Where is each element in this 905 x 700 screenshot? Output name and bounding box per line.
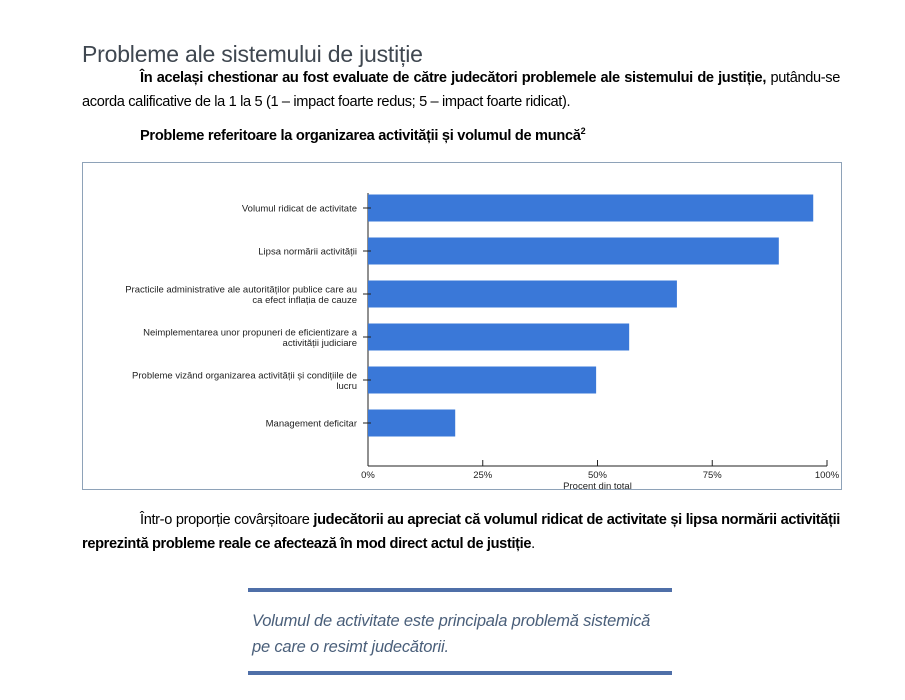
- chart-title-text: Probleme referitoare la organizarea acti…: [140, 127, 581, 144]
- x-tick-label: 0%: [361, 470, 375, 481]
- chart-svg: Volumul ridicat de activitate Lipsa normă…: [125, 193, 840, 491]
- category-label-line: Neimplementarea unor propuneri de eficie…: [143, 327, 358, 338]
- conclusion-paragraph: Într-o proporție covârșitoare judecători…: [82, 508, 840, 556]
- footnote-ref: 2: [580, 126, 586, 136]
- category-label: Practicile administrative ale autorități…: [125, 284, 357, 306]
- x-tick-label: 25%: [473, 470, 493, 481]
- pull-quote-text: Volumul de activitate este principala pr…: [252, 612, 651, 656]
- category-label-line: Practicile administrative ale autorități…: [125, 284, 357, 295]
- pull-quote: Volumul de activitate este principala pr…: [248, 588, 672, 675]
- category-label-line: Probleme vizând organizarea activității …: [132, 370, 357, 381]
- bar: [368, 237, 779, 265]
- category-label-line: Volumul ridicat de activitate: [242, 204, 357, 215]
- x-tick-label: 75%: [703, 470, 723, 481]
- intro-paragraph: În același chestionar au fost evaluate d…: [82, 66, 840, 114]
- x-tick-label: 50%: [588, 470, 608, 481]
- conclusion-bold: judecătorii au apreciat că volumul ridic…: [82, 512, 840, 552]
- category-label-line: Lipsa normării activității: [258, 247, 357, 258]
- category-label: Management deficitar: [266, 419, 357, 430]
- category-label-line: activității judiciare: [283, 338, 357, 349]
- conclusion-normal: Într-o proporție covârșitoare: [140, 512, 314, 528]
- x-tick-label: 100%: [815, 470, 840, 481]
- category-label-line: Management deficitar: [266, 419, 357, 430]
- category-label-line: ca efect inflația de cauze: [252, 295, 357, 306]
- conclusion-end: .: [531, 536, 535, 552]
- bar-chart: Volumul ridicat de activitate Lipsa normă…: [82, 162, 842, 491]
- bar: [368, 280, 677, 308]
- bar: [368, 409, 456, 437]
- category-label: Neimplementarea unor propuneri de eficie…: [143, 327, 358, 349]
- section-title: Probleme ale sistemului de justiție: [82, 41, 423, 68]
- intro-bold: În același chestionar au fost evaluate d…: [140, 70, 767, 86]
- bar: [368, 366, 597, 394]
- chart-title: Probleme referitoare la organizarea acti…: [140, 126, 586, 144]
- category-label: Probleme vizând organizarea activității …: [132, 370, 357, 392]
- category-label: Lipsa normării activității: [258, 247, 357, 258]
- bar: [368, 323, 630, 351]
- category-label: Volumul ridicat de activitate: [242, 204, 357, 215]
- intro-normal: putându-se acorda calificative de la 1 l…: [82, 70, 840, 110]
- category-label-line: lucru: [336, 381, 357, 392]
- x-axis-title: Procent din total: [563, 481, 632, 491]
- bar: [368, 194, 814, 222]
